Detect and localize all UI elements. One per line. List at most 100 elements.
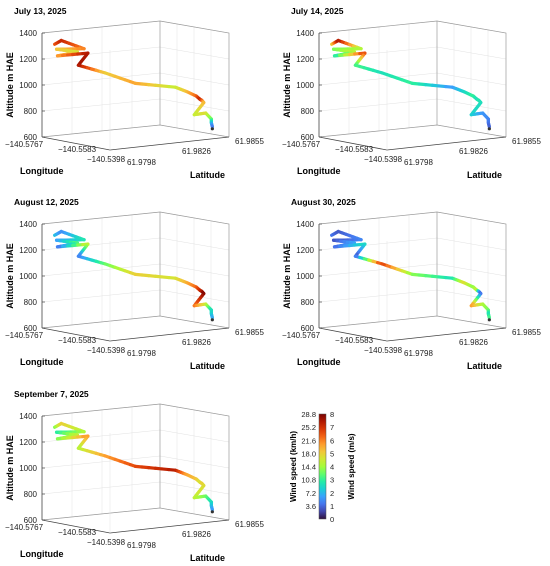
colorbar-label-kmh: Wind speed (km/h)	[289, 431, 298, 502]
gridline	[160, 482, 229, 494]
z-axis-label: Altitude m HAE	[282, 243, 292, 309]
longitude-tick-label: −140.5767	[5, 140, 44, 149]
z-tick-label: 800	[301, 107, 315, 116]
track-end-point	[211, 510, 214, 513]
latitude-tick-label: 61.9826	[182, 338, 211, 347]
longitude-tick-label: −140.5767	[282, 331, 321, 340]
track-end-point	[211, 127, 214, 130]
z-tick-label: 1000	[19, 272, 37, 281]
longitude-tick-label: −140.5583	[335, 145, 374, 154]
gridline	[437, 47, 506, 59]
longitude-tick-label: −140.5583	[58, 528, 97, 537]
chart-panel-3: August 12, 2025600800100012001400Altitud…	[5, 197, 264, 371]
latitude-tick-label: 61.9855	[235, 328, 264, 337]
colorbar-ms-tick: 3	[330, 476, 334, 485]
latitude-tick-label: 61.9855	[512, 328, 541, 337]
axis-box-back	[42, 21, 229, 137]
gridline	[437, 73, 506, 85]
axis-box-back	[42, 212, 229, 328]
latitude-tick-label: 61.9826	[459, 147, 488, 156]
longitude-tick-label: −140.5398	[87, 538, 126, 547]
colorbar-ms-tick: 1	[330, 502, 334, 511]
gridline	[437, 290, 506, 302]
z-axis-label: Altitude m HAE	[5, 435, 15, 501]
longitude-tick-label: −140.5767	[5, 523, 44, 532]
gridline	[437, 238, 506, 250]
flight-track	[55, 40, 213, 126]
panel-title: September 7, 2025	[14, 389, 89, 399]
latitude-axis-label: Latitude	[467, 170, 502, 180]
z-tick-label: 800	[24, 107, 38, 116]
z-tick-label: 1400	[19, 412, 37, 421]
colorbar-label-ms: Wind speed (m/s)	[347, 433, 356, 499]
latitude-tick-label: 61.9855	[235, 137, 264, 146]
flight-track	[55, 423, 213, 509]
latitude-tick-label: 61.9826	[459, 338, 488, 347]
axis-box-floor	[319, 125, 506, 137]
colorbar-kmh-tick: 25.2	[301, 423, 316, 432]
colorbar-kmh-tick: 7.2	[306, 489, 316, 498]
latitude-tick-label: 61.9798	[127, 158, 156, 167]
colorbar-ms-tick: 5	[330, 449, 334, 458]
colorbar-kmh-tick: 28.8	[301, 410, 316, 419]
latitude-tick-label: 61.9798	[127, 349, 156, 358]
axis-box-floor	[42, 316, 229, 328]
axis-box-floor	[319, 316, 506, 328]
longitude-tick-label: −140.5398	[87, 346, 126, 355]
longitude-axis-label: Longitude	[297, 166, 341, 176]
longitude-axis-label: Longitude	[20, 549, 64, 559]
flight-track	[55, 231, 213, 317]
longitude-tick-label: −140.5583	[58, 145, 97, 154]
latitude-axis-label: Latitude	[190, 361, 225, 371]
z-tick-label: 1400	[19, 29, 37, 38]
z-tick-label: 800	[24, 298, 38, 307]
longitude-axis-label: Longitude	[20, 166, 64, 176]
longitude-tick-label: −140.5398	[364, 155, 403, 164]
gridline	[160, 456, 229, 468]
latitude-axis-label: Latitude	[467, 361, 502, 371]
z-tick-label: 800	[24, 490, 38, 499]
z-tick-label: 1000	[296, 81, 314, 90]
chart-panel-5: September 7, 2025600800100012001400Altit…	[5, 389, 264, 561]
longitude-tick-label: −140.5583	[335, 336, 374, 345]
colorbar-ms-tick: 4	[330, 463, 334, 472]
latitude-tick-label: 61.9826	[182, 147, 211, 156]
gridline	[160, 264, 229, 276]
longitude-tick-label: −140.5583	[58, 336, 97, 345]
flight-track	[332, 231, 490, 317]
panel-title: July 13, 2025	[14, 6, 67, 16]
panel-title: August 30, 2025	[291, 197, 356, 207]
latitude-tick-label: 61.9855	[235, 520, 264, 529]
axis-box-back	[42, 404, 229, 520]
gridline	[42, 290, 160, 302]
gridline	[319, 99, 437, 111]
longitude-tick-label: −140.5767	[282, 140, 321, 149]
z-tick-label: 800	[301, 298, 315, 307]
gridline	[42, 482, 160, 494]
z-tick-label: 1400	[19, 220, 37, 229]
z-tick-label: 1400	[296, 220, 314, 229]
latitude-tick-label: 61.9798	[404, 349, 433, 358]
gridline	[160, 238, 229, 250]
z-tick-label: 1200	[19, 55, 37, 64]
z-tick-label: 1200	[19, 438, 37, 447]
gridline	[319, 290, 437, 302]
latitude-tick-label: 61.9798	[127, 541, 156, 550]
track-end-point	[211, 318, 214, 321]
longitude-tick-label: −140.5767	[5, 331, 44, 340]
gridline	[160, 73, 229, 85]
colorbar-gradient	[319, 414, 326, 519]
z-axis-label: Altitude m HAE	[5, 52, 15, 118]
colorbar-kmh-tick: 21.6	[301, 436, 316, 445]
latitude-axis-label: Latitude	[190, 553, 225, 561]
colorbar-ms-tick: 7	[330, 423, 334, 432]
gridline	[437, 99, 506, 111]
colorbar-ms-tick: 8	[330, 410, 334, 419]
z-tick-label: 1200	[296, 55, 314, 64]
gridline	[437, 264, 506, 276]
colorbar-kmh-tick: 18.0	[301, 449, 316, 458]
z-tick-label: 1200	[296, 246, 314, 255]
panel-title: August 12, 2025	[14, 197, 79, 207]
